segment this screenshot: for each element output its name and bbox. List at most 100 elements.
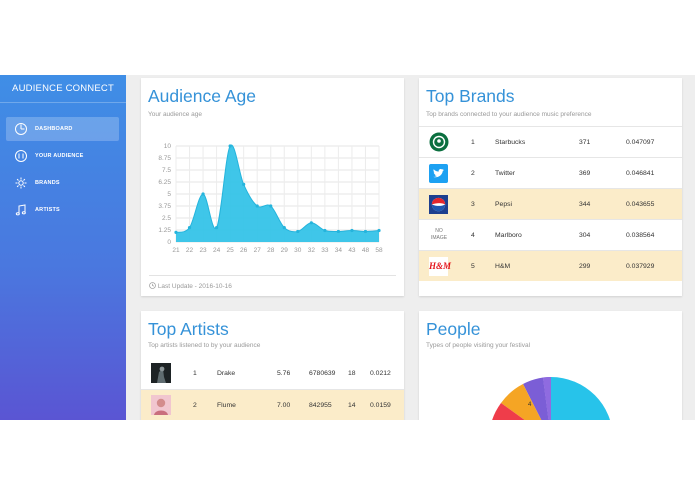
brand-count: 304 xyxy=(579,232,591,239)
y-tick-label: 5 xyxy=(167,191,171,198)
sidebar-item-artists[interactable]: ARTISTS xyxy=(6,198,119,222)
table-row[interactable]: 1 Starbucks 371 0.047097 xyxy=(419,126,682,157)
artist-ratio: 0.0212 xyxy=(370,370,391,377)
card-subtitle: Top brands connected to your audience mu… xyxy=(426,111,592,118)
x-tick-label: 58 xyxy=(375,247,383,254)
brand-rank: 4 xyxy=(471,232,475,239)
card-subtitle: Top artists listened to by your audience xyxy=(148,342,261,349)
pie-slice xyxy=(551,377,611,420)
chart-point[interactable] xyxy=(282,226,286,230)
chart-point[interactable] xyxy=(350,228,354,233)
x-tick-label: 32 xyxy=(308,247,316,254)
app-viewport: AUDIENCE CONNECT DASHBOARD YOUR AUDIENCE… xyxy=(0,75,695,420)
chart-point[interactable] xyxy=(228,144,232,148)
sidebar: AUDIENCE CONNECT DASHBOARD YOUR AUDIENCE… xyxy=(0,75,126,420)
brand-score: 0.037929 xyxy=(626,263,655,270)
brand-name: Pepsi xyxy=(495,201,513,208)
chart-point[interactable] xyxy=(242,182,246,186)
chart-point[interactable] xyxy=(296,229,300,234)
card-title: Top Brands xyxy=(426,86,515,106)
last-update: Last Update - 2016-10-16 xyxy=(149,282,232,290)
card-title: Audience Age xyxy=(148,86,257,106)
table-row[interactable]: H&M 5 H&M 299 0.037929 xyxy=(419,250,682,281)
no-image-text: NO xyxy=(435,228,443,234)
chart-grid xyxy=(175,145,380,243)
sidebar-item-label: DASHBOARD xyxy=(35,126,73,132)
brand-name: Marlboro xyxy=(495,232,522,239)
pepsi-logo xyxy=(429,195,448,214)
chart-point[interactable] xyxy=(363,229,368,234)
brand-rank: 3 xyxy=(471,201,475,208)
brand-rank: 5 xyxy=(471,263,475,270)
y-tick-label: 1.25 xyxy=(158,227,171,234)
brand-rank: 2 xyxy=(471,170,475,177)
brands-gear-icon xyxy=(15,177,27,189)
twitter-logo xyxy=(429,164,448,183)
pie-slice xyxy=(543,377,551,420)
x-tick-label: 21 xyxy=(172,247,180,254)
starbucks-logo xyxy=(429,132,449,152)
x-tick-label: 24 xyxy=(213,247,221,254)
y-tick-label: 0 xyxy=(167,239,171,246)
artist-plays: 6780639 xyxy=(309,370,336,377)
no-image-text: IMAGE xyxy=(430,235,448,241)
chart-point[interactable] xyxy=(377,228,381,233)
table-row[interactable]: 2 Twitter 369 0.046841 xyxy=(419,157,682,188)
audience-age-chart: 0 1.25 2.5 3.75 5 6.25 7.5 8.75 10 21 22 23 24 25 26 27… xyxy=(158,143,383,254)
app-brand: AUDIENCE CONNECT xyxy=(0,75,126,103)
hm-logo: H&M xyxy=(429,257,452,276)
brand-count: 299 xyxy=(579,263,591,270)
x-tick-label: 48 xyxy=(362,247,370,254)
table-row[interactable]: NO IMAGE 4 Marlboro 304 0.038564 xyxy=(419,219,682,250)
audience-icon xyxy=(15,150,27,162)
sidebar-item-label: ARTISTS xyxy=(35,207,60,213)
pie-slice xyxy=(523,377,549,420)
sidebar-item-your-audience[interactable]: YOUR AUDIENCE xyxy=(6,144,119,168)
clock-icon xyxy=(149,282,156,289)
x-tick-label: 22 xyxy=(186,247,194,254)
x-tick-label: 23 xyxy=(199,247,207,254)
sidebar-item-brands[interactable]: BRANDS xyxy=(6,171,119,195)
chart-point[interactable] xyxy=(201,192,205,196)
card-title: Top Artists xyxy=(148,319,229,339)
table-row[interactable]: 1 Drake 5.76 6780639 18 0.0212 xyxy=(141,358,404,389)
y-tick-label: 10 xyxy=(164,143,172,150)
chart-point[interactable] xyxy=(323,228,327,233)
top-artists-card: Top Artists Top artists listened to by y… xyxy=(141,311,404,420)
artist-rank: 2 xyxy=(193,402,197,409)
artist-plays: 842955 xyxy=(309,402,332,409)
chart-point[interactable] xyxy=(336,229,340,234)
table-row[interactable]: 2 Flume 7.00 842955 14 0.0159 xyxy=(141,389,404,420)
dashboard-gauge-icon xyxy=(15,123,27,135)
artist-ratio: 0.0159 xyxy=(370,402,391,409)
sidebar-item-label: YOUR AUDIENCE xyxy=(35,153,84,159)
pie-slice xyxy=(492,403,525,420)
hm-logo-text: H&M xyxy=(429,261,452,271)
artist-rank: 1 xyxy=(193,370,197,377)
chart-line xyxy=(175,144,380,233)
card-title: People xyxy=(426,319,481,339)
sidebar-item-dashboard[interactable]: DASHBOARD xyxy=(6,117,119,141)
sidebar-item-label: BRANDS xyxy=(35,180,60,186)
x-tick-label: 29 xyxy=(281,247,289,254)
brand-name: Twitter xyxy=(495,170,516,177)
x-tick-label: 27 xyxy=(254,247,262,254)
artist-count: 18 xyxy=(348,370,356,377)
chart-point[interactable] xyxy=(309,221,313,225)
brand-count: 344 xyxy=(579,201,591,208)
chart-point[interactable] xyxy=(215,226,219,230)
chart-point[interactable] xyxy=(255,204,259,208)
artist-avatar-drake xyxy=(151,363,171,383)
artist-name: Drake xyxy=(217,370,236,377)
chart-point[interactable] xyxy=(187,226,192,230)
chart-point[interactable] xyxy=(269,204,273,208)
brand-count: 369 xyxy=(579,170,591,177)
y-tick-label: 7.5 xyxy=(162,167,171,174)
card-subtitle: Your audience age xyxy=(148,111,202,118)
chart-point[interactable] xyxy=(174,230,178,234)
table-row[interactable]: 3 Pepsi 344 0.043655 xyxy=(419,188,682,219)
y-tick-label: 6.25 xyxy=(158,179,171,186)
pie-slice xyxy=(501,384,542,420)
brand-score: 0.043655 xyxy=(626,201,655,208)
x-tick-label: 34 xyxy=(335,247,343,254)
